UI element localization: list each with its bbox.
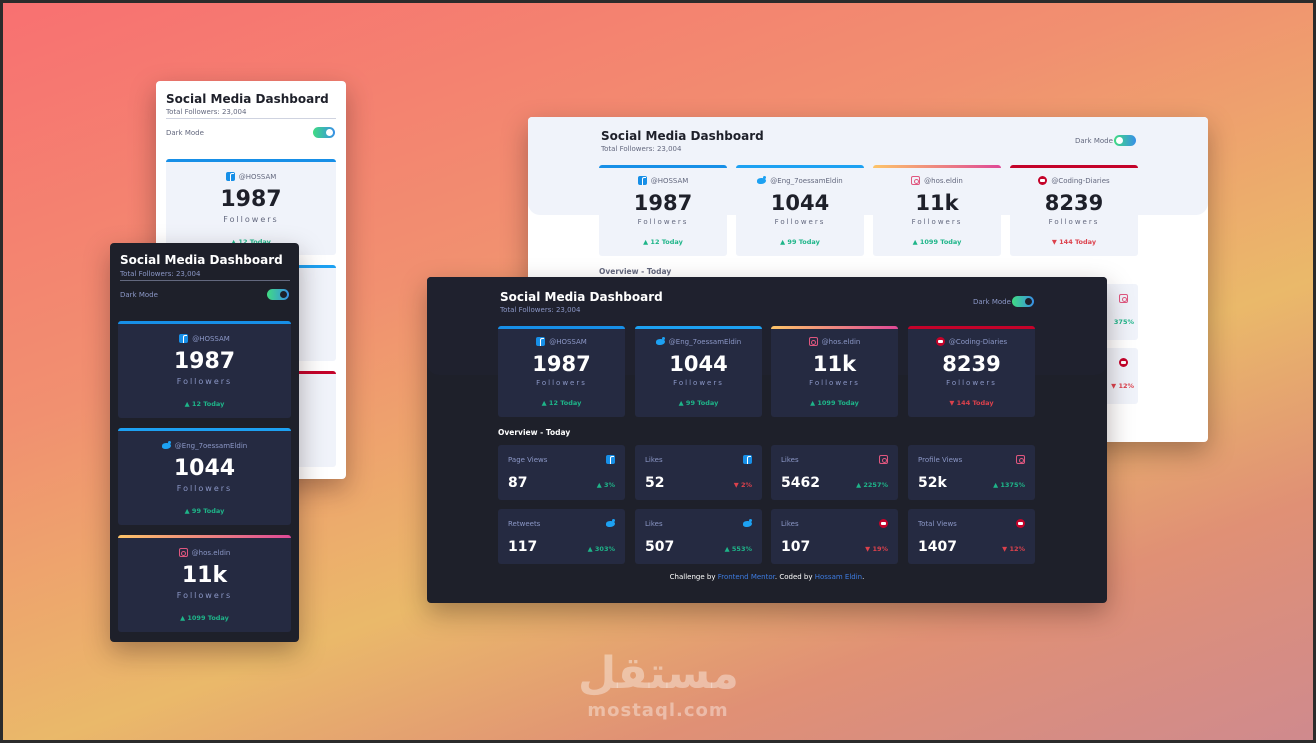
follower-card-youtube: @Coding-Diaries 8239 Followers ▼ 144 Tod…: [1010, 165, 1138, 256]
follower-card-facebook: @HOSSAM 1987 Followers ▲ 12 Today: [118, 321, 291, 418]
instagram-icon: [1016, 455, 1025, 464]
dark-mobile-mockup: Social Media Dashboard Total Followers: …: [110, 243, 299, 642]
dark-mode-toggle[interactable]: [313, 127, 335, 138]
page-title: Social Media Dashboard: [120, 253, 283, 267]
twitter-icon: [161, 441, 171, 450]
overview-title: Overview - Today: [498, 428, 571, 437]
overview-card-profile-views[interactable]: Profile Views 52k ▲ 1375%: [908, 445, 1035, 500]
twitter-icon: [655, 337, 665, 346]
follower-card-youtube: @Coding-Diaries 8239 Followers ▼ 144 Tod…: [908, 326, 1035, 417]
follower-card-twitter: @Eng_7oessamEldin 1044 Followers ▲ 99 To…: [118, 428, 291, 525]
follower-card-facebook: @HOSSAM 1987 Followers ▲ 12 Today: [498, 326, 625, 417]
dark-mode-label: Dark Mode: [166, 129, 204, 137]
dark-mode-toggle[interactable]: [1012, 296, 1034, 307]
facebook-icon: [606, 455, 615, 464]
frontend-mentor-link[interactable]: Frontend Mentor: [717, 573, 775, 581]
facebook-icon: [743, 455, 752, 464]
overview-card-facebook-likes[interactable]: Likes 52 ▼ 2%: [635, 445, 762, 500]
overview-card-retweets[interactable]: Retweets 117 ▲ 303%: [498, 509, 625, 564]
follower-card-instagram: @hos.eldin 11k Followers ▲ 1099 Today: [873, 165, 1001, 256]
youtube-icon: [879, 519, 888, 528]
page-title: Social Media Dashboard: [166, 92, 329, 106]
author-link[interactable]: Hossam Eldin: [814, 573, 863, 581]
follower-card-facebook: @HOSSAM 1987 Followers ▲ 12 Today: [166, 159, 336, 255]
overview-card-page-views[interactable]: Page Views 87 ▲ 3%: [498, 445, 625, 500]
page-title: Social Media Dashboard: [500, 290, 663, 304]
follower-card-twitter: @Eng_7oessamEldin 1044 Followers ▲ 99 To…: [635, 326, 762, 417]
facebook-icon: [225, 172, 235, 181]
follower-card-facebook: @HOSSAM 1987 Followers ▲ 12 Today: [599, 165, 727, 256]
overview-card-total-views[interactable]: Total Views 1407 ▼ 12%: [908, 509, 1035, 564]
watermark-latin: mostaql.com: [587, 700, 729, 721]
instagram-icon: [178, 548, 188, 557]
instagram-icon: [879, 455, 888, 464]
instagram-icon: [1119, 294, 1128, 303]
divider: [166, 118, 336, 119]
dark-desktop-mockup: Social Media Dashboard Total Followers: …: [427, 277, 1107, 603]
dark-mode-label: Dark Mode: [1075, 137, 1113, 145]
total-followers: Total Followers: 23,004: [500, 306, 581, 314]
instagram-icon: [911, 176, 921, 185]
watermark-arabic: مستقل: [578, 648, 739, 699]
dark-mode-toggle[interactable]: [1114, 135, 1136, 146]
page-title: Social Media Dashboard: [601, 129, 764, 143]
mostaql-watermark: مستقل mostaql.com: [578, 648, 739, 721]
youtube-icon: [935, 337, 945, 346]
twitter-icon: [743, 519, 752, 528]
youtube-icon: [1016, 519, 1025, 528]
follower-card-twitter: @Eng_7oessamEldin 1044 Followers ▲ 99 To…: [736, 165, 864, 256]
dark-mode-toggle[interactable]: [267, 289, 289, 300]
follower-card-instagram: @hos.eldin 11k Followers ▲ 1099 Today: [771, 326, 898, 417]
youtube-icon: [1119, 358, 1128, 367]
overview-card-youtube-likes[interactable]: Likes 107 ▼ 19%: [771, 509, 898, 564]
overview-card-twitter-likes[interactable]: Likes 507 ▲ 553%: [635, 509, 762, 564]
dark-mode-label: Dark Mode: [120, 291, 158, 299]
instagram-icon: [808, 337, 818, 346]
twitter-icon: [606, 519, 615, 528]
youtube-icon: [1038, 176, 1048, 185]
facebook-icon: [536, 337, 546, 346]
facebook-icon: [179, 334, 189, 343]
total-followers: Total Followers: 23,004: [166, 108, 247, 116]
facebook-icon: [637, 176, 647, 185]
total-followers: Total Followers: 23,004: [601, 145, 682, 153]
overview-title: Overview - Today: [599, 267, 672, 276]
attribution: Challenge by Frontend Mentor. Coded by H…: [669, 573, 865, 581]
twitter-icon: [757, 176, 767, 185]
dark-mode-label: Dark Mode: [973, 298, 1011, 306]
divider: [120, 280, 290, 281]
overview-card-instagram-likes[interactable]: Likes 5462 ▲ 2257%: [771, 445, 898, 500]
total-followers: Total Followers: 23,004: [120, 270, 201, 278]
follower-card-instagram: @hos.eldin 11k Followers ▲ 1099 Today: [118, 535, 291, 632]
